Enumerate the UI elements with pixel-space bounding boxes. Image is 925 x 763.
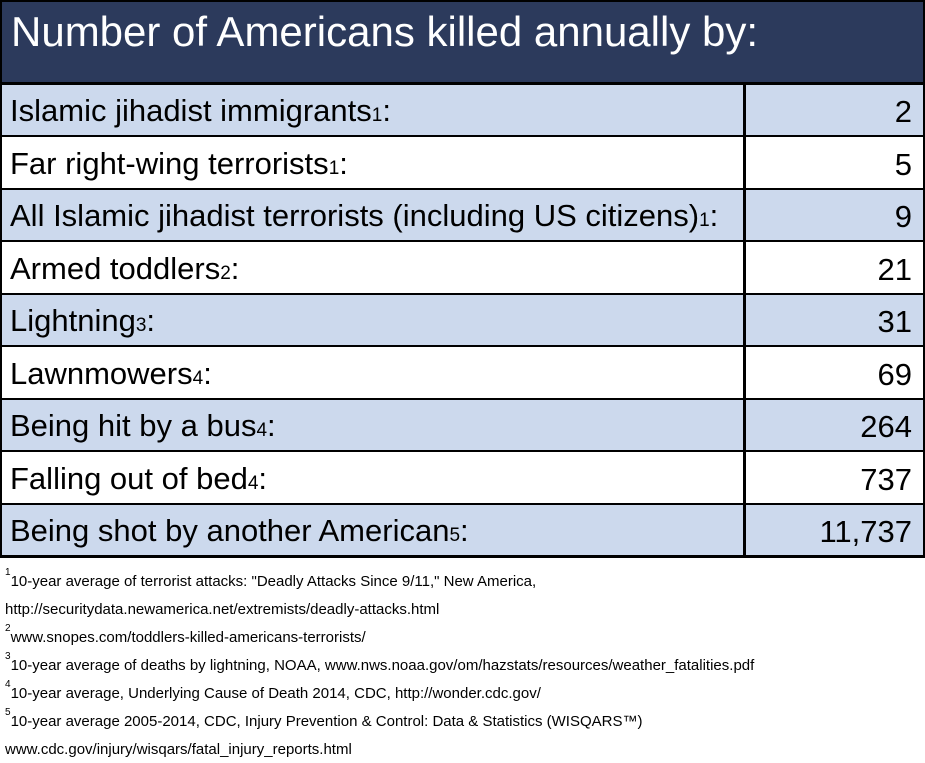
footnote-line: 110-year average of terrorist attacks: "… bbox=[5, 568, 915, 591]
footnote-text: www.snopes.com/toddlers-killed-americans… bbox=[10, 629, 366, 646]
row-label-text: Armed toddlers bbox=[10, 250, 221, 286]
table-row: Armed toddlers 2: 21 bbox=[2, 242, 923, 295]
table-row: Being hit by a bus 4: 264 bbox=[2, 399, 923, 453]
footnotes-section: 110-year average of terrorist attacks: "… bbox=[0, 558, 925, 759]
row-value: 264 bbox=[743, 399, 923, 451]
row-label-text: Lightning bbox=[10, 303, 136, 339]
table-row: Lawnmowers 4: 69 bbox=[2, 347, 923, 400]
row-label: Islamic jihadist immigrants 1: bbox=[10, 93, 391, 129]
footnote-marker: 1 bbox=[5, 567, 11, 578]
footnote-text: 10-year average of terrorist attacks: "D… bbox=[10, 573, 537, 590]
row-label: Being hit by a bus 4: bbox=[10, 408, 276, 444]
footnote-line: 410-year average, Underlying Cause of De… bbox=[5, 680, 915, 703]
data-table: Islamic jihadist immigrants 1: 2 Far righ… bbox=[0, 85, 925, 558]
row-value: 5 bbox=[743, 137, 923, 188]
table-row: Falling out of bed 4: 737 bbox=[2, 452, 923, 505]
footnote-text: www.cdc.gov/injury/wisqars/fatal_injury_… bbox=[5, 741, 352, 758]
footnote-text: 10-year average 2005-2014, CDC, Injury P… bbox=[10, 713, 643, 730]
row-label-colon: : bbox=[230, 250, 240, 286]
table-row: All Islamic jihadist terrorists (includi… bbox=[2, 189, 923, 243]
row-label: Far right-wing terrorists 1: bbox=[10, 145, 348, 181]
table-row: Islamic jihadist immigrants 1: 2 bbox=[2, 85, 923, 138]
row-label-colon: : bbox=[460, 512, 469, 548]
row-label: Lawnmowers 4: bbox=[10, 355, 212, 391]
row-value: 21 bbox=[743, 242, 923, 293]
page-title: Number of Americans killed annually by: bbox=[0, 0, 925, 85]
row-label-colon: : bbox=[146, 303, 156, 339]
table-row: Being shot by another American 5: 11,737 bbox=[2, 504, 923, 558]
row-value: 11,737 bbox=[743, 504, 923, 555]
row-value: 737 bbox=[743, 452, 923, 503]
row-label: Falling out of bed 4: bbox=[10, 460, 268, 496]
row-label: Being shot by another American 5: bbox=[10, 512, 469, 548]
footnote-line: 510-year average 2005-2014, CDC, Injury … bbox=[5, 708, 915, 731]
footnote-line: 310-year average of deaths by lightning,… bbox=[5, 652, 915, 675]
footnote-text: http://securitydata.newamerica.net/extre… bbox=[5, 601, 440, 618]
row-value: 69 bbox=[743, 347, 923, 398]
row-label-text: All Islamic jihadist terrorists (includi… bbox=[10, 198, 700, 234]
row-label-text: Being hit by a bus bbox=[10, 408, 257, 444]
row-label-text: Falling out of bed bbox=[10, 460, 248, 496]
row-label-colon: : bbox=[203, 355, 212, 391]
footnote-line: http://securitydata.newamerica.net/extre… bbox=[5, 601, 915, 618]
footnote-text: 10-year average of deaths by lightning, … bbox=[10, 657, 755, 674]
row-label-text: Islamic jihadist immigrants bbox=[10, 93, 372, 129]
row-value: 2 bbox=[743, 85, 923, 136]
row-label-colon: : bbox=[709, 198, 719, 234]
row-label-colon: : bbox=[267, 408, 276, 444]
footnote-line: www.cdc.gov/injury/wisqars/fatal_injury_… bbox=[5, 741, 915, 758]
row-label: All Islamic jihadist terrorists (includi… bbox=[10, 198, 719, 234]
row-label-text: Being shot by another American bbox=[10, 512, 450, 548]
table-row: Lightning 3: 31 bbox=[2, 294, 923, 348]
row-value: 9 bbox=[743, 189, 923, 241]
footnote-marker: 5 bbox=[5, 707, 11, 718]
footnote-text: 10-year average, Underlying Cause of Dea… bbox=[10, 685, 541, 702]
footnote-marker: 2 bbox=[5, 623, 11, 634]
table-row: Far right-wing terrorists 1: 5 bbox=[2, 137, 923, 190]
row-label-text: Lawnmowers bbox=[10, 355, 193, 391]
footnote-marker: 3 bbox=[5, 651, 11, 662]
row-label: Armed toddlers 2: bbox=[10, 250, 240, 286]
row-value: 31 bbox=[743, 294, 923, 346]
footnote-line: 2www.snopes.com/toddlers-killed-american… bbox=[5, 624, 915, 647]
row-label-text: Far right-wing terrorists bbox=[10, 145, 329, 181]
row-label-colon: : bbox=[339, 145, 348, 181]
row-label-colon: : bbox=[258, 460, 268, 496]
footnote-marker: 4 bbox=[5, 679, 11, 690]
row-label-colon: : bbox=[382, 93, 391, 129]
row-label: Lightning 3: bbox=[10, 303, 156, 339]
